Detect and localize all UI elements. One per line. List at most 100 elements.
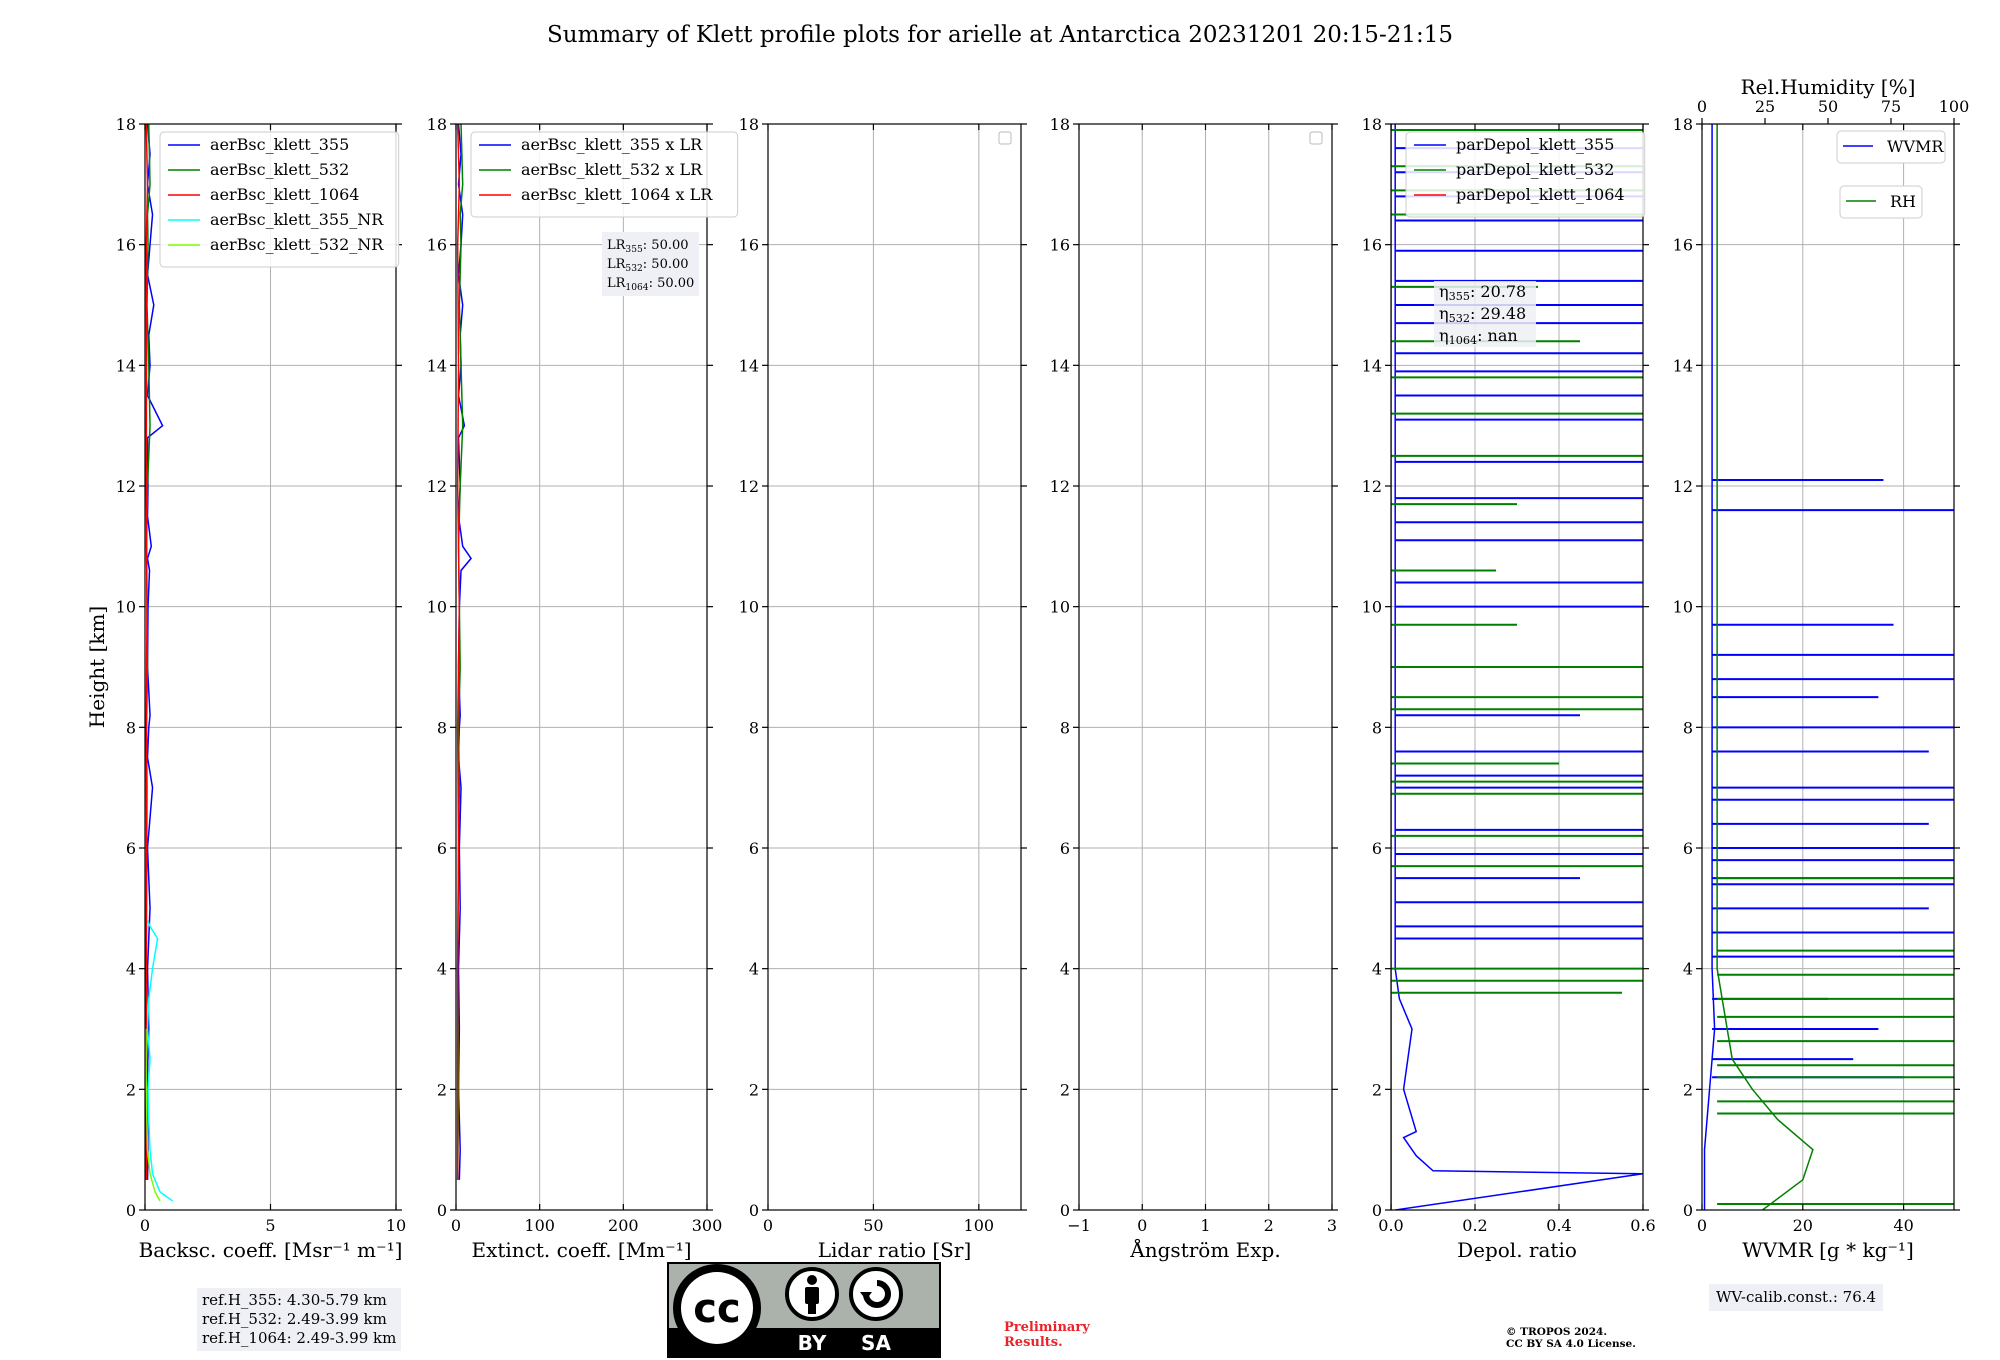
top-tick-label: 50 xyxy=(1818,97,1838,116)
x-axis-label: WVMR [g * kg⁻¹] xyxy=(1742,1238,1914,1262)
x-tick-label: 0 xyxy=(763,1216,773,1235)
x-axis-label: Depol. ratio xyxy=(1457,1238,1577,1262)
reference-height-355: ref.H_355: 4.30-5.79 km xyxy=(202,1291,387,1309)
y-tick-label: 12 xyxy=(427,477,447,496)
legend-label: aerBsc_klett_355_NR xyxy=(210,210,384,229)
y-tick-label: 2 xyxy=(1683,1080,1693,1099)
y-tick-label: 10 xyxy=(1673,598,1693,617)
x-tick-label: 0 xyxy=(451,1216,461,1235)
y-tick-label: 6 xyxy=(1683,839,1693,858)
top-tick-label: 25 xyxy=(1755,97,1775,116)
y-tick-label: 10 xyxy=(739,598,759,617)
y-tick-label: 16 xyxy=(739,236,759,255)
series-line-aerBsc_klett_1064 x LR xyxy=(456,124,461,1180)
legend-box xyxy=(470,131,739,218)
x-axis-label: Backsc. coeff. [Msr⁻¹ m⁻¹] xyxy=(139,1238,403,1262)
y-tick-label: 14 xyxy=(739,356,759,375)
y-tick-label: 8 xyxy=(437,718,447,737)
y-tick-label: 14 xyxy=(1050,356,1070,375)
series-group xyxy=(456,124,473,1180)
y-tick-label: 16 xyxy=(1673,236,1693,255)
x-tick-label: 10 xyxy=(386,1216,406,1235)
series-line-aerBsc_klett_355 xyxy=(146,124,164,1180)
y-tick-label: 2 xyxy=(749,1080,759,1099)
panel-backscatter: 0 5 10 0 2 4 6 8 10 12 14 16 18 Backsc. coeff. [Msr⁻¹… xyxy=(116,115,407,1262)
figure-title: Summary of Klett profile plots for ariel… xyxy=(547,22,1453,48)
reference-height-box: ref.H_355: 4.30-5.79 km ref.H_532: 2.49-… xyxy=(197,1288,402,1351)
eta-annotation: η355: 20.78 xyxy=(1439,282,1526,303)
eta-annotation-box xyxy=(1434,281,1536,347)
y-tick-label: 8 xyxy=(749,718,759,737)
y-tick-label: 18 xyxy=(1362,115,1382,134)
y-tick-label: 10 xyxy=(1050,598,1070,617)
legend-label: RH xyxy=(1890,192,1916,211)
cc-letters: cc xyxy=(693,1286,740,1332)
x-tick-label: −1 xyxy=(1067,1216,1091,1235)
y-tick-label: 6 xyxy=(749,839,759,858)
legend-label: WVMR xyxy=(1887,137,1944,156)
y-tick-label: 12 xyxy=(1673,477,1693,496)
x-axis-label: Ångström Exp. xyxy=(1129,1237,1280,1262)
y-tick-label: 18 xyxy=(116,115,136,134)
y-tick-label: 8 xyxy=(126,718,136,737)
eta-annotation: η1064: nan xyxy=(1439,326,1518,347)
panel-lidar_ratio: 0 50 100 0 2 4 6 8 10 12 14 16 18 Lidar ratio [Sr] xyxy=(739,115,1027,1262)
x-tick-label: 100 xyxy=(524,1216,555,1235)
y-tick-label: 0 xyxy=(126,1201,136,1220)
y-tick-label: 4 xyxy=(1683,960,1693,979)
series-group xyxy=(1703,124,1954,1210)
y-tick-label: 2 xyxy=(126,1080,136,1099)
y-tick-label: 0 xyxy=(1683,1201,1693,1220)
plot-frame xyxy=(767,123,1022,1211)
wv-calibration-box: WV-calib.const.: 76.4 xyxy=(1709,1284,1884,1311)
y-tick-label: 10 xyxy=(116,598,136,617)
lidar-ratio-annotation: LR532: 50.00 xyxy=(607,257,689,274)
cc-by-sa-license-badge: cc BY SA xyxy=(667,1262,941,1358)
eta-annotation: η532: 29.48 xyxy=(1439,304,1526,325)
x-tick-label: 2 xyxy=(1264,1216,1274,1235)
y-tick-label: 18 xyxy=(1050,115,1070,134)
y-tick-label: 0 xyxy=(1060,1201,1070,1220)
series-line-RH xyxy=(1716,124,1814,1210)
y-tick-label: 14 xyxy=(116,356,136,375)
y-tick-label: 0 xyxy=(1372,1201,1382,1220)
x-axis-label: Extinct. coeff. [Mm⁻¹] xyxy=(471,1238,691,1262)
x-tick-label: 50 xyxy=(863,1216,883,1235)
wv-calibration-constant: WV-calib.const.: 76.4 xyxy=(1716,1288,1877,1306)
y-tick-label: 4 xyxy=(437,960,447,979)
x-tick-label: 5 xyxy=(265,1216,275,1235)
empty-legend-box xyxy=(1309,131,1323,145)
x-tick-label: 40 xyxy=(1893,1216,1913,1235)
y-tick-label: 14 xyxy=(427,356,447,375)
y-axis-label: Height [km] xyxy=(85,606,109,728)
legend-label: parDepol_klett_1064 xyxy=(1456,185,1625,204)
sa-label: SA xyxy=(861,1331,891,1355)
legend-label: aerBsc_klett_355 x LR xyxy=(521,135,703,154)
y-tick-label: 2 xyxy=(1060,1080,1070,1099)
x-tick-label: 0 xyxy=(140,1216,150,1235)
x-tick-label: 0 xyxy=(1137,1216,1147,1235)
reference-height-1064: ref.H_1064: 2.49-3.99 km xyxy=(202,1329,397,1347)
top-tick-label: 75 xyxy=(1881,97,1901,116)
share-alike-icon xyxy=(849,1267,903,1321)
panel-extinction: 0 100 200 300 0 2 4 6 8 10 12 14 16 18 Extinct. coeff.… xyxy=(427,115,739,1262)
y-tick-label: 0 xyxy=(749,1201,759,1220)
legend-box xyxy=(159,131,400,268)
top-tick-label: 100 xyxy=(1939,97,1970,116)
y-tick-label: 14 xyxy=(1362,356,1382,375)
x-tick-label: 0.4 xyxy=(1546,1216,1571,1235)
empty-legend-box xyxy=(998,131,1012,145)
plot-frame xyxy=(1701,123,1955,1211)
by-label: BY xyxy=(798,1331,827,1355)
y-tick-label: 18 xyxy=(427,115,447,134)
y-tick-label: 6 xyxy=(1060,839,1070,858)
reference-height-532: ref.H_532: 2.49-3.99 km xyxy=(202,1310,387,1328)
panel-wvmr: 0 20 40 0 2 4 6 8 10 12 14 16 18 WVMR [g * kg⁻¹] 0 25 50… xyxy=(1673,75,1970,1262)
legend-box-wvmr xyxy=(1836,130,1946,164)
x-tick-label: 0.0 xyxy=(1378,1216,1403,1235)
y-tick-label: 12 xyxy=(116,477,136,496)
series-line-WVMR xyxy=(1703,124,1716,1210)
y-tick-label: 16 xyxy=(427,236,447,255)
